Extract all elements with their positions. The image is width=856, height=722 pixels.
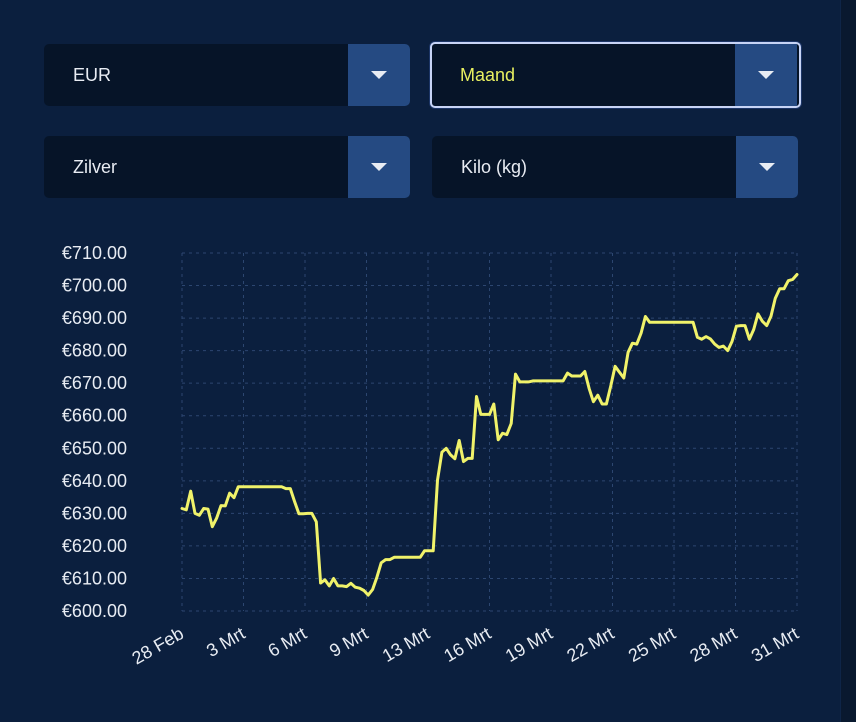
chevron-down-icon [371, 70, 387, 79]
unit-select[interactable]: Kilo (kg) [432, 136, 798, 198]
chart-grid [181, 252, 798, 612]
y-tick-label: €700.00 [62, 276, 127, 296]
x-tick-label: 19 Mrt [502, 623, 556, 666]
y-tick-label: €660.00 [62, 406, 127, 426]
currency-select-value: EUR [73, 64, 112, 85]
chevron-down-icon [758, 70, 774, 79]
y-tick-label: €670.00 [62, 373, 127, 393]
unit-dropdown-button[interactable] [736, 136, 798, 198]
x-axis-ticks: 28 Feb 3 Mrt 6 Mrt 9 Mrt 13 Mrt 16 Mrt 19 Mrt 2… [128, 623, 802, 668]
x-tick-label: 25 Mrt [625, 623, 679, 666]
period-dropdown-button[interactable] [735, 44, 797, 106]
x-tick-label: 22 Mrt [563, 623, 617, 666]
silver-price-chart: €710.00 €700.00 €690.00 €680.00 €670.00 €660.… [62, 243, 802, 668]
currency-select[interactable]: EUR [44, 44, 410, 106]
x-tick-label: 3 Mrt [203, 623, 249, 661]
price-series [180, 273, 799, 597]
y-axis-ticks: €710.00 €700.00 €690.00 €680.00 €670.00 €660.… [62, 243, 127, 621]
y-tick-label: €600.00 [62, 601, 127, 621]
window-edge [840, 0, 856, 722]
chevron-down-icon [759, 162, 775, 171]
chevron-down-icon [371, 162, 387, 171]
x-tick-label: 28 Mrt [686, 623, 740, 666]
x-tick-label: 13 Mrt [379, 623, 433, 666]
period-select-value: Maand [460, 64, 516, 85]
y-tick-label: €620.00 [62, 536, 127, 556]
x-tick-label: 28 Feb [128, 623, 187, 668]
price-line [180, 273, 799, 597]
unit-select-value: Kilo (kg) [461, 156, 528, 177]
x-tick-label: 16 Mrt [440, 623, 494, 666]
y-tick-label: €680.00 [62, 341, 127, 361]
y-tick-label: €710.00 [62, 243, 127, 263]
period-select[interactable]: Maand [430, 42, 801, 108]
y-tick-label: €650.00 [62, 438, 127, 458]
y-tick-label: €610.00 [62, 568, 127, 588]
y-tick-label: €630.00 [62, 503, 127, 523]
y-tick-label: €640.00 [62, 471, 127, 491]
metal-select[interactable]: Zilver [44, 136, 410, 198]
x-tick-label: 9 Mrt [326, 623, 372, 661]
currency-dropdown-button[interactable] [348, 44, 410, 106]
x-tick-label: 6 Mrt [264, 623, 310, 661]
metal-select-value: Zilver [73, 156, 117, 177]
metal-dropdown-button[interactable] [348, 136, 410, 198]
y-tick-label: €690.00 [62, 308, 127, 328]
x-tick-label: 31 Mrt [748, 623, 802, 666]
